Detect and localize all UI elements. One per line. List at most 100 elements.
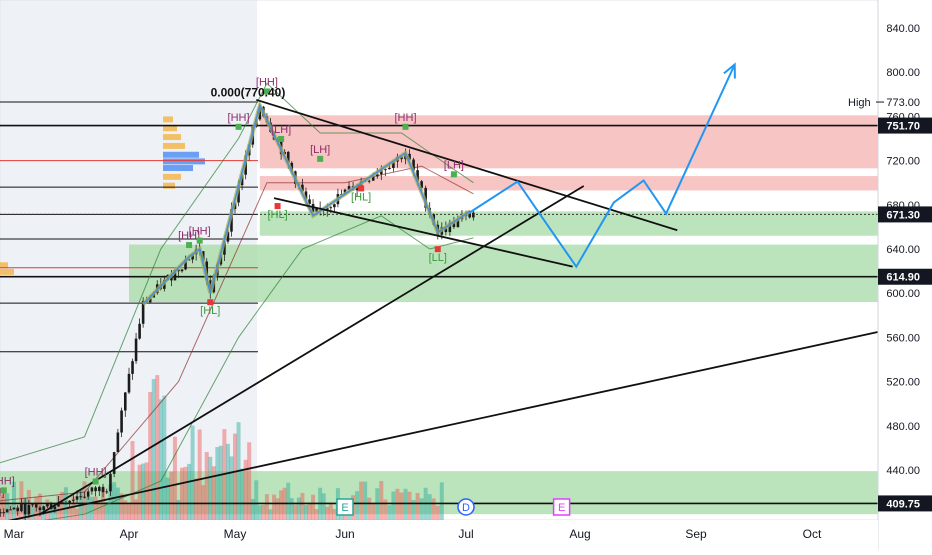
candle [9, 506, 12, 511]
structure-label: [HL] [200, 305, 220, 317]
price-axis[interactable]: 840.00800.00760.00720.00680.00640.00600.… [848, 0, 932, 550]
swing-marker [263, 88, 270, 95]
volume-bar [204, 451, 209, 520]
trendlines[interactable] [0, 98, 884, 527]
volume-bar [314, 509, 319, 520]
volume-bar [190, 425, 195, 520]
candle [127, 367, 131, 394]
volume-bar [187, 463, 192, 520]
candle-body [448, 222, 452, 233]
candle [101, 483, 105, 498]
volume-bar [328, 503, 333, 520]
event-marker[interactable]: E [552, 498, 571, 516]
volume-bar [300, 492, 305, 520]
event-marker[interactable]: D [457, 498, 475, 516]
structure-label: [HH] [256, 76, 278, 88]
volume-bar [411, 499, 416, 520]
volume-bar [311, 494, 316, 520]
volume-bar [403, 488, 408, 520]
candle-body [105, 491, 109, 493]
candle-body [308, 199, 311, 204]
trendline[interactable] [256, 98, 678, 232]
structure-path [142, 102, 471, 305]
volume-bar [296, 497, 301, 520]
candle [72, 494, 75, 504]
swing-marker [402, 123, 409, 130]
candle-body [34, 504, 38, 508]
time-tick-label: Oct [803, 527, 822, 541]
volume-bar [233, 433, 237, 520]
price-tag-label: 614.90 [886, 272, 920, 284]
volume-bar [395, 488, 400, 520]
volume-bar [162, 395, 167, 520]
trendline[interactable] [39, 185, 585, 515]
projection-line[interactable] [469, 64, 736, 269]
volume-profile-bar [163, 173, 181, 180]
candle-body [109, 473, 112, 492]
candle-body [191, 254, 194, 260]
volume-bar [127, 503, 131, 520]
trendline[interactable] [0, 329, 884, 527]
price-tick-label: 520.00 [886, 377, 920, 389]
candle-body [75, 496, 79, 500]
trendline[interactable] [273, 197, 573, 268]
event-badge [336, 498, 354, 516]
volume-bar [201, 485, 206, 520]
volume-bar [399, 492, 404, 520]
candle [27, 500, 31, 519]
event-marker[interactable]: E [336, 498, 354, 516]
price-tag[interactable] [878, 495, 932, 512]
swing-marker [186, 242, 193, 249]
volume-bar [439, 482, 444, 520]
candle-body [416, 170, 419, 182]
volume-bar [86, 496, 91, 520]
candle-body [134, 338, 138, 362]
price-tag[interactable] [878, 117, 932, 134]
candle [86, 488, 90, 500]
price-tag[interactable] [878, 206, 932, 223]
volume-bar [130, 441, 135, 520]
time-axis[interactable]: Mar Apr May Jun Jul Aug Sep Oct [0, 520, 878, 550]
volume-bar [89, 496, 94, 520]
volume-profile-bar [163, 151, 199, 158]
price-tag-label: 751.70 [886, 121, 920, 133]
candle-body [98, 486, 101, 492]
volume-bar [5, 493, 10, 520]
volume-profile-bar [163, 142, 185, 149]
structure-label: [LH] [310, 144, 330, 156]
structure-label: [LH] [271, 124, 291, 136]
projection-path[interactable] [469, 62, 736, 269]
volume-bar [151, 379, 156, 520]
volume-bar [264, 494, 269, 520]
price-tag[interactable] [878, 268, 932, 285]
volume-bar [332, 509, 337, 520]
volume-bar [272, 494, 277, 520]
volume-profile-bar [163, 182, 175, 189]
candle [472, 209, 475, 221]
volume-bar [279, 490, 284, 520]
volume-bar [247, 442, 252, 520]
candle [2, 508, 6, 517]
volume-bar [321, 493, 326, 520]
volume-bar [60, 491, 65, 520]
volume-bar [104, 501, 109, 520]
candle [64, 500, 68, 505]
price-tick-label: 600.00 [886, 288, 920, 300]
structure-label: [HH] [178, 230, 200, 242]
candle-body [38, 507, 42, 511]
volume-bar [415, 492, 420, 520]
structure-label: [HH] [85, 467, 107, 479]
volume-profile-bar [163, 158, 205, 165]
volume-bar [257, 505, 262, 520]
fib-label: 0.000(770.40) [211, 86, 286, 100]
swing-marker [434, 246, 441, 253]
candle-body [90, 487, 94, 492]
volume-bar [355, 491, 360, 520]
volume-bar [165, 477, 170, 520]
event-letter: E [341, 502, 348, 514]
candle-body [187, 259, 191, 261]
volume-bar [407, 491, 412, 520]
